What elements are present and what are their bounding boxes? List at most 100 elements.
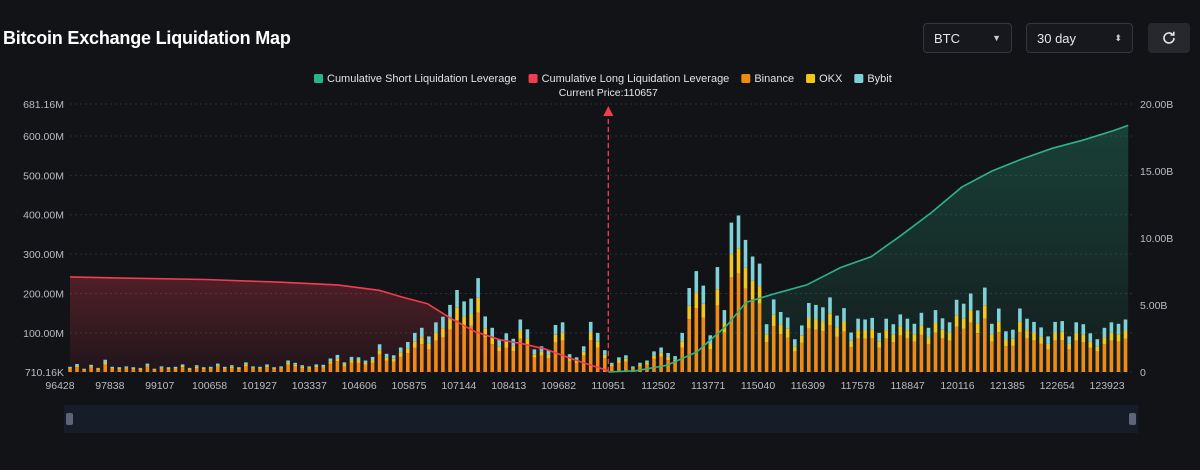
- bar-bybit-42: [363, 360, 368, 363]
- bar-okx-82: [645, 362, 649, 365]
- bar-okx-20: [208, 367, 213, 369]
- bar-binance-29: [272, 369, 276, 372]
- bar-bybit-75: [595, 332, 600, 342]
- bar-okx-98: [757, 286, 762, 304]
- bar-okx-135: [1018, 321, 1022, 333]
- bar-bybit-29: [272, 367, 276, 369]
- refresh-button[interactable]: [1148, 23, 1190, 53]
- bar-bybit-81: [638, 362, 642, 365]
- bar-okx-43: [370, 360, 375, 363]
- bar-bybit-12: [152, 368, 157, 370]
- bar-binance-110: [842, 331, 846, 372]
- bar-okx-8: [124, 367, 129, 369]
- bar-okx-109: [835, 327, 839, 337]
- bar-bybit-25: [244, 362, 248, 365]
- bar-binance-91: [708, 349, 713, 372]
- y-right-tick-2: 10.00B: [1140, 233, 1173, 245]
- y-left-tick-5: 200.00M: [23, 289, 64, 301]
- bar-binance-25: [244, 366, 248, 372]
- bar-bybit-2: [82, 368, 86, 370]
- bar-bybit-73: [581, 346, 586, 352]
- bar-okx-40: [349, 360, 354, 363]
- bar-bybit-28: [265, 364, 269, 366]
- bar-bybit-26: [251, 366, 255, 368]
- bar-bybit-145: [1088, 333, 1093, 342]
- bar-okx-45: [384, 357, 389, 361]
- bar-okx-50: [420, 337, 424, 345]
- bar-okx-65: [525, 338, 530, 346]
- bar-bybit-144: [1081, 324, 1086, 335]
- bar-okx-34: [307, 367, 311, 369]
- bar-binance-3: [89, 367, 93, 372]
- bar-binance-127: [961, 329, 966, 372]
- bar-binance-145: [1088, 347, 1093, 372]
- bar-bybit-65: [525, 329, 530, 339]
- bar-okx-107: [821, 321, 825, 332]
- bar-bybit-67: [539, 346, 544, 352]
- y-right-tick-4: 0: [1140, 367, 1146, 379]
- bar-bybit-3: [89, 364, 93, 367]
- bar-binance-123: [933, 332, 938, 372]
- bar-bybit-123: [933, 310, 938, 324]
- bar-bybit-40: [349, 356, 354, 361]
- bar-binance-108: [828, 325, 832, 372]
- zoom-slider[interactable]: [64, 405, 1138, 433]
- bar-binance-13: [159, 368, 164, 372]
- bar-okx-26: [251, 367, 255, 369]
- bar-bybit-142: [1067, 336, 1071, 344]
- bar-bybit-76: [603, 350, 607, 355]
- bar-bybit-98: [757, 263, 762, 287]
- bar-binance-78: [617, 362, 621, 372]
- x-tick-12: 112502: [641, 380, 675, 392]
- bar-bybit-108: [828, 297, 832, 314]
- bar-okx-23: [230, 366, 234, 368]
- bar-okx-90: [701, 303, 706, 318]
- up-down-chevron-icon: ⬍: [1114, 32, 1122, 43]
- bar-binance-70: [560, 340, 565, 372]
- bar-binance-125: [947, 340, 952, 372]
- bar-okx-14: [166, 368, 171, 370]
- bar-binance-16: [180, 367, 185, 372]
- legend-swatch-1: [528, 74, 538, 83]
- bar-okx-97: [750, 280, 755, 299]
- bar-binance-101: [778, 334, 783, 372]
- bar-bybit-18: [194, 365, 199, 367]
- bar-bybit-127: [961, 303, 966, 319]
- bar-bybit-92: [715, 267, 720, 290]
- bar-bybit-17: [187, 367, 192, 369]
- bar-binance-106: [814, 329, 818, 372]
- bar-binance-63: [511, 351, 516, 372]
- bar-okx-111: [849, 340, 853, 348]
- bar-binance-132: [997, 332, 1001, 372]
- bar-binance-59: [483, 336, 487, 372]
- bar-binance-79: [624, 361, 628, 372]
- bar-binance-133: [1004, 346, 1008, 372]
- bar-bybit-0: [68, 366, 72, 368]
- coin-select[interactable]: BTC ▼: [923, 23, 1012, 53]
- bar-okx-79: [624, 358, 628, 362]
- y-right-tick-3: 5.00B: [1140, 300, 1167, 312]
- bar-bybit-56: [462, 301, 466, 317]
- bar-bybit-21: [216, 363, 220, 366]
- bar-bybit-13: [159, 366, 164, 368]
- bar-binance-23: [230, 367, 234, 372]
- bar-okx-52: [434, 332, 438, 341]
- range-select[interactable]: 30 day ⬍: [1026, 23, 1133, 53]
- bar-binance-8: [124, 368, 129, 372]
- bar-binance-52: [434, 340, 438, 372]
- bar-bybit-44: [377, 344, 382, 351]
- bar-bybit-5: [103, 359, 107, 363]
- bar-okx-48: [406, 348, 410, 353]
- bar-okx-6: [110, 367, 114, 369]
- x-tick-1: 97838: [95, 380, 124, 392]
- bar-bybit-39: [342, 362, 347, 365]
- bar-bybit-94: [729, 222, 734, 255]
- bar-bybit-148: [1109, 322, 1114, 333]
- bar-binance-137: [1032, 340, 1036, 372]
- bar-binance-22: [223, 368, 227, 372]
- bar-bybit-97: [750, 256, 755, 281]
- bar-bybit-30: [279, 366, 283, 368]
- bar-bybit-6: [110, 366, 114, 368]
- x-tick-6: 104606: [342, 380, 377, 392]
- x-tick-2: 99107: [145, 380, 174, 392]
